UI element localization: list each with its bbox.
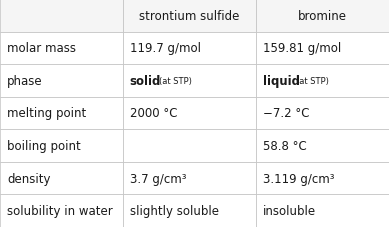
Bar (256, 97, 389, 130)
Bar (123, 0, 256, 32)
Bar (0, 162, 123, 195)
Text: density: density (7, 172, 51, 185)
Bar (0, 32, 123, 65)
Text: (at STP): (at STP) (159, 76, 192, 86)
Bar (256, 65, 389, 97)
Text: 159.81 g/mol: 159.81 g/mol (263, 42, 341, 55)
Bar (123, 97, 256, 130)
Text: melting point: melting point (7, 107, 86, 120)
Bar (123, 195, 256, 227)
Bar (256, 32, 389, 65)
Text: 3.119 g/cm³: 3.119 g/cm³ (263, 172, 335, 185)
Bar (0, 0, 123, 32)
Text: molar mass: molar mass (7, 42, 76, 55)
Text: phase: phase (7, 75, 43, 88)
Bar (123, 162, 256, 195)
Text: boiling point: boiling point (7, 139, 81, 152)
Bar (0, 65, 123, 97)
Text: 3.7 g/cm³: 3.7 g/cm³ (130, 172, 186, 185)
Bar (0, 97, 123, 130)
Text: solubility in water: solubility in water (7, 204, 113, 217)
Text: liquid: liquid (263, 75, 300, 88)
Text: solid: solid (130, 75, 161, 88)
Text: −7.2 °C: −7.2 °C (263, 107, 310, 120)
Text: 58.8 °C: 58.8 °C (263, 139, 307, 152)
Bar (123, 65, 256, 97)
Bar (123, 130, 256, 162)
Text: 2000 °C: 2000 °C (130, 107, 177, 120)
Bar (256, 0, 389, 32)
Bar (123, 32, 256, 65)
Text: insoluble: insoluble (263, 204, 316, 217)
Text: bromine: bromine (298, 10, 347, 23)
Text: 119.7 g/mol: 119.7 g/mol (130, 42, 201, 55)
Bar (256, 130, 389, 162)
Bar (256, 195, 389, 227)
Text: strontium sulfide: strontium sulfide (139, 10, 240, 23)
Bar (256, 162, 389, 195)
Bar (0, 130, 123, 162)
Text: (at STP): (at STP) (296, 76, 329, 86)
Bar (0, 195, 123, 227)
Text: slightly soluble: slightly soluble (130, 204, 219, 217)
